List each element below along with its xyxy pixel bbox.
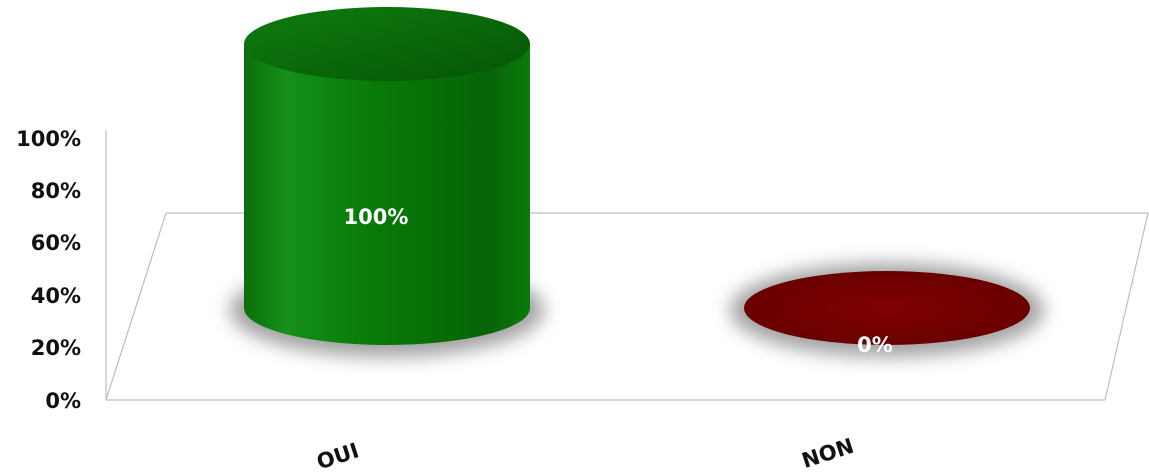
floor-right-edge — [1104, 212, 1149, 401]
y-tick-label: 40% — [31, 284, 81, 308]
bar-oui — [244, 44, 530, 345]
x-tick-label-non: NON — [799, 434, 857, 473]
y-tick-label: 20% — [31, 336, 81, 360]
y-tick-label: 80% — [31, 179, 81, 203]
bar-top-oui — [244, 7, 530, 81]
y-tick-label: 60% — [31, 231, 81, 255]
data-label-oui: 100% — [344, 205, 409, 229]
x-tick-labels: OUI NON — [314, 434, 857, 475]
y-tick-label: 0% — [45, 389, 81, 413]
bars-group — [230, 7, 1044, 357]
floor-left-edge — [105, 212, 167, 401]
bar-non — [744, 271, 1030, 345]
x-tick-label-oui: OUI — [314, 438, 362, 474]
data-label-non: 0% — [857, 333, 893, 357]
y-tick-labels: 0% 20% 40% 60% 80% 100% — [16, 127, 81, 413]
data-labels: 100% 0% — [344, 205, 893, 357]
y-tick-label: 100% — [16, 127, 81, 151]
